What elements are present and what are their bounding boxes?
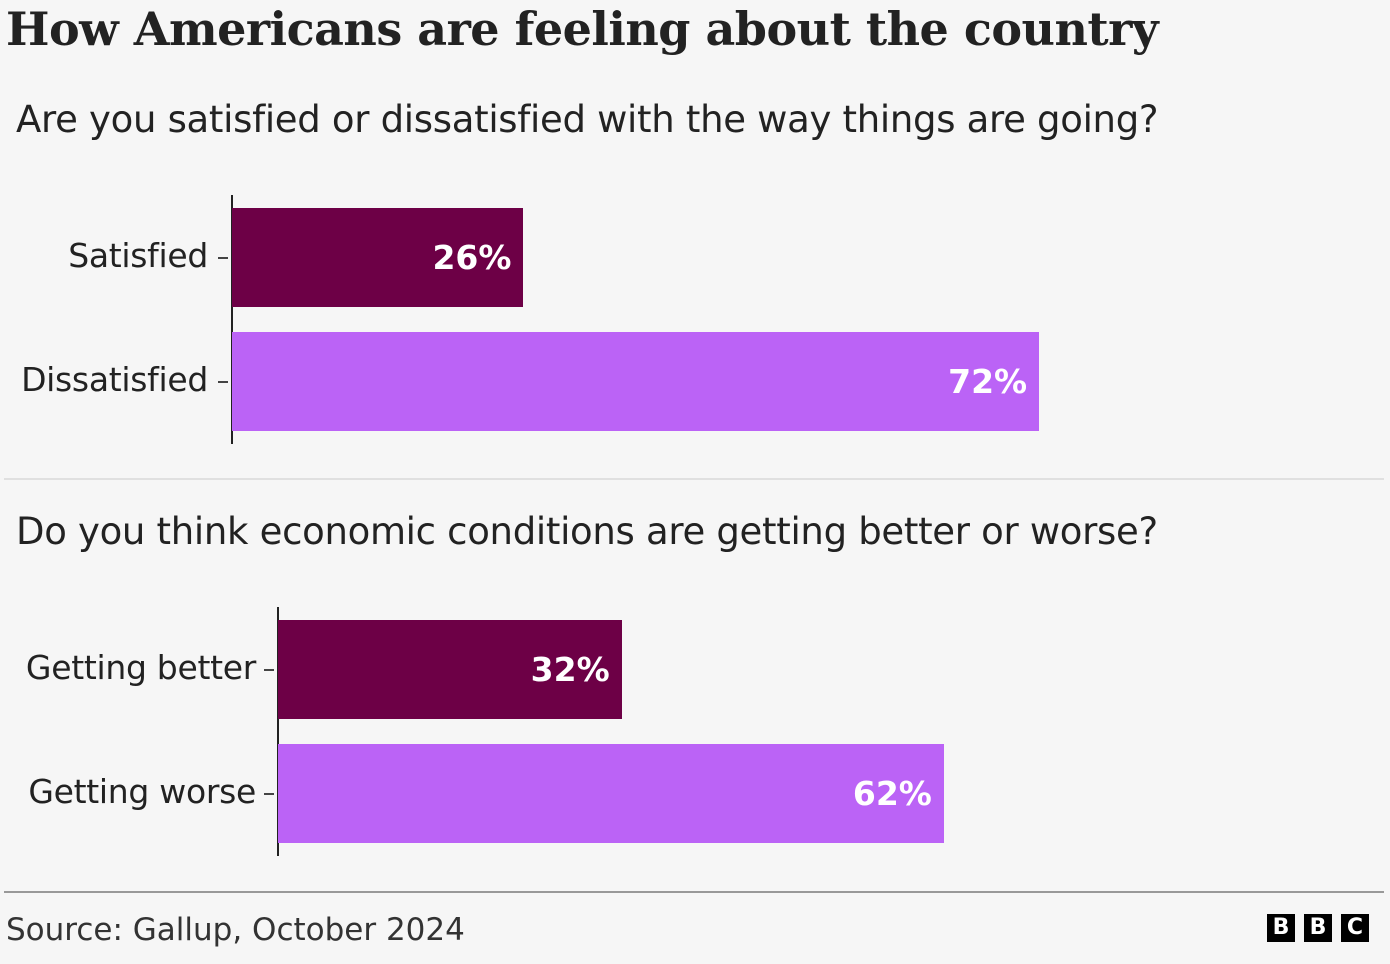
chart2-question: Do you think economic conditions are get…	[16, 510, 1158, 553]
logo-letter: B	[1304, 914, 1332, 942]
bar-value-label: 26%	[432, 238, 512, 277]
bar-getting-better: 32%	[278, 620, 622, 719]
bar-value-label: 72%	[948, 362, 1028, 401]
y-axis-tick	[218, 381, 228, 383]
chart1-question: Are you satisfied or dissatisfied with t…	[16, 98, 1159, 141]
category-label: Getting better	[25, 648, 256, 687]
logo-letter: C	[1341, 914, 1369, 942]
bbc-logo: B B C	[1267, 914, 1369, 942]
bar-value-label: 32%	[530, 650, 610, 689]
category-label: Dissatisfied	[21, 360, 208, 399]
bar-dissatisfied: 72%	[232, 332, 1040, 431]
chart-title: How Americans are feeling about the coun…	[6, 2, 1159, 56]
footer-divider	[4, 891, 1384, 893]
source-note: Source: Gallup, October 2024	[6, 912, 465, 948]
category-label: Satisfied	[68, 236, 208, 275]
category-label: Getting worse	[28, 772, 256, 811]
section-divider	[4, 478, 1384, 480]
y-axis-tick	[218, 257, 228, 259]
bar-getting-worse: 62%	[278, 744, 944, 843]
logo-letter: B	[1267, 914, 1295, 942]
bar-satisfied: 26%	[232, 208, 524, 307]
bar-value-label: 62%	[852, 774, 932, 813]
y-axis-tick	[264, 793, 274, 795]
y-axis-tick	[264, 669, 274, 671]
y-axis-line	[277, 607, 279, 856]
y-axis-line	[231, 195, 233, 444]
